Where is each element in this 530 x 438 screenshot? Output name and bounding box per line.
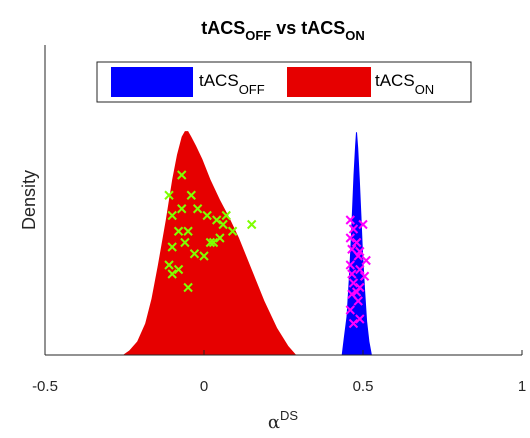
data-point-on	[205, 237, 216, 248]
data-point-off	[359, 271, 370, 281]
chart-title-sub-on: ON	[345, 28, 365, 43]
data-point-on	[173, 264, 184, 275]
x-tick-label: 0	[200, 378, 208, 395]
legend-label-on: tACSON	[375, 71, 434, 97]
data-point-on	[186, 190, 196, 200]
data-point-on	[218, 219, 228, 230]
chart-title-main: tACS	[201, 18, 245, 38]
data-point-on	[167, 269, 177, 279]
data-point-on	[180, 237, 190, 248]
data-point-off	[355, 314, 365, 324]
legend-label-off: tACSOFF	[199, 71, 265, 97]
data-point-on	[227, 226, 238, 236]
data-point-off	[353, 296, 363, 306]
data-point-off	[345, 215, 355, 225]
data-point-on	[183, 226, 193, 236]
data-point-on	[212, 215, 222, 225]
data-point-on	[167, 210, 177, 221]
data-point-off	[351, 237, 362, 248]
data-point-on	[164, 260, 174, 270]
x-axis-label-sup: DS	[280, 408, 298, 423]
data-point-on	[221, 210, 231, 221]
chart-title-sub-off: OFF	[245, 28, 271, 43]
data-point-off	[351, 287, 362, 297]
data-point-off	[345, 305, 355, 315]
y-axis-label: Density	[19, 170, 39, 230]
data-point-off	[358, 219, 368, 230]
chart-title-mid: vs tACS	[271, 18, 345, 38]
data-point-off	[361, 255, 371, 266]
x-tick-label: 0.5	[353, 378, 374, 395]
data-point-on	[215, 233, 225, 243]
data-point-on	[167, 242, 177, 252]
legend-swatch-off	[111, 67, 193, 97]
data-point-on	[192, 204, 203, 214]
data-point-off	[345, 233, 355, 243]
data-point-on	[164, 190, 174, 200]
data-point-on	[202, 210, 212, 221]
legend-label-off-sub: OFF	[239, 82, 265, 97]
data-point-off	[348, 224, 359, 234]
x-tick-label: 1	[518, 378, 526, 395]
data-point-on	[183, 282, 193, 293]
data-point-off	[348, 318, 359, 329]
data-point-on	[208, 237, 219, 248]
data-point-off	[355, 246, 365, 257]
legend-swatch-on	[287, 67, 371, 97]
chart-title: tACSOFF vs tACSON	[201, 18, 365, 43]
x-tick-label: -0.5	[32, 378, 58, 395]
data-point-off	[348, 278, 359, 288]
data-point-off	[347, 269, 357, 279]
legend-label-on-main: tACS	[375, 71, 415, 90]
x-ticks: -0.5 0 0.5 1	[32, 350, 526, 395]
legend-label-off-main: tACS	[199, 71, 239, 90]
data-point-off	[355, 264, 365, 275]
legend: tACSOFF tACSON	[96, 61, 472, 103]
data-point-off	[345, 260, 355, 270]
data-point-on	[177, 170, 187, 180]
x-axis-label: αDS	[268, 408, 299, 433]
data-points	[164, 170, 371, 329]
legend-label-on-sub: ON	[415, 82, 435, 97]
data-point-on	[189, 249, 200, 259]
data-point-on	[246, 219, 257, 230]
data-point-on	[177, 204, 187, 214]
data-point-on	[173, 226, 184, 236]
x-axis-label-greek: α	[268, 412, 280, 433]
data-point-on	[199, 251, 209, 261]
